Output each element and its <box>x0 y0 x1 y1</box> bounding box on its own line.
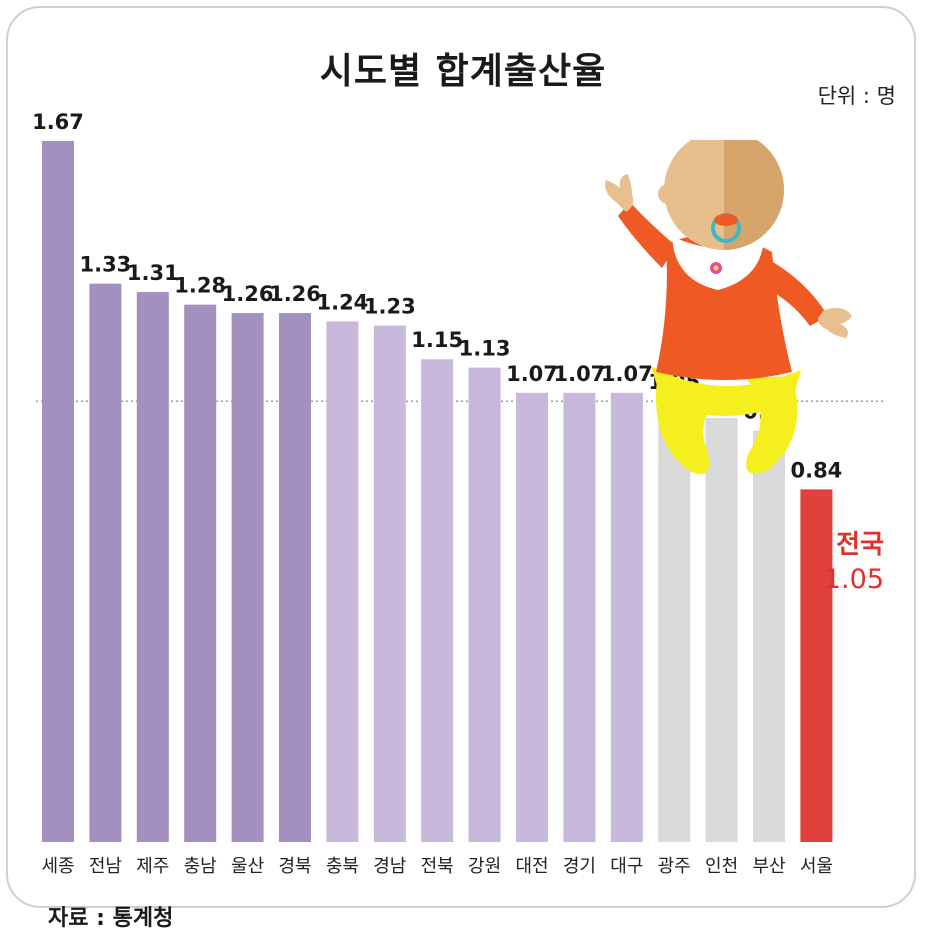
category-label: 세종 <box>41 856 74 877</box>
bar-전북 <box>421 359 454 842</box>
category-label: 경북 <box>278 856 311 877</box>
category-label: 전북 <box>421 856 454 877</box>
bar-울산 <box>231 313 264 842</box>
category-label: 울산 <box>231 856 264 877</box>
value-label: 0.84 <box>790 458 842 482</box>
value-label: 1.67 <box>32 110 84 134</box>
category-label: 전남 <box>89 856 122 877</box>
bar-대전 <box>516 392 548 842</box>
bar-경북 <box>279 313 311 842</box>
bar-세종 <box>42 140 74 842</box>
source-note: 자료 : 통계청 <box>48 906 174 931</box>
value-label: 1.33 <box>79 253 131 277</box>
value-label: 1.28 <box>174 274 226 298</box>
category-label: 서울 <box>800 856 833 877</box>
unit-label: 단위 : 명 <box>817 84 896 108</box>
category-label: 광주 <box>658 856 691 877</box>
value-label: 1.07 <box>553 362 605 386</box>
bar-부산 <box>753 430 785 842</box>
bar-충남 <box>184 304 217 842</box>
bar-서울 <box>800 489 833 842</box>
value-label: 1.07 <box>601 362 653 386</box>
value-label: 1.15 <box>411 328 463 352</box>
bar-광주 <box>658 401 691 842</box>
bar-제주 <box>136 292 169 842</box>
bar-인천 <box>705 418 738 842</box>
category-label: 강원 <box>468 856 501 877</box>
category-label: 부산 <box>752 856 785 877</box>
value-label: 1.26 <box>222 282 274 306</box>
bar-강원 <box>468 367 501 842</box>
bar-충북 <box>326 321 359 842</box>
category-label: 경기 <box>563 856 596 877</box>
average-value: 1.05 <box>823 564 884 595</box>
category-label: 경남 <box>373 856 406 877</box>
category-label: 대구 <box>610 856 643 877</box>
value-label: 1.24 <box>316 290 368 314</box>
category-label: 인천 <box>705 856 738 877</box>
value-label: 1.23 <box>364 295 416 319</box>
bar-대구 <box>610 392 643 842</box>
category-label: 대전 <box>515 856 548 877</box>
baby-illustration <box>605 140 852 475</box>
value-label: 1.26 <box>269 282 321 306</box>
bar-전남 <box>89 283 122 842</box>
bar-경기 <box>563 392 596 842</box>
value-label: 1.07 <box>506 362 558 386</box>
average-label: 전국 <box>836 530 884 560</box>
category-label: 제주 <box>136 856 169 877</box>
chart-title: 시도별 합계출산율 <box>319 51 607 92</box>
chart-frame <box>6 6 916 908</box>
category-label: 충북 <box>326 856 359 877</box>
value-label: 1.13 <box>459 337 511 361</box>
value-label: 1.31 <box>127 261 179 285</box>
category-label: 충남 <box>184 856 217 877</box>
bar-경남 <box>373 325 406 842</box>
